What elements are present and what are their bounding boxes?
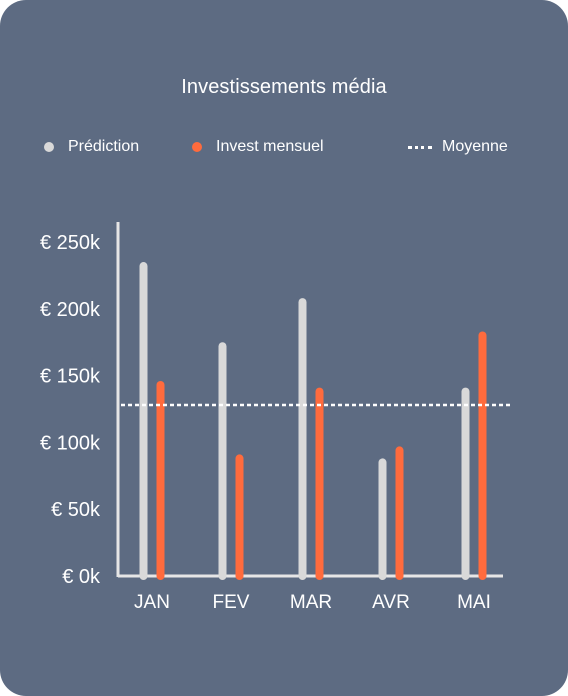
legend-dot-prediction [44, 142, 54, 152]
x-tick-label: FEV [213, 592, 250, 613]
bar-prediction [298, 298, 307, 580]
bar-invest [395, 446, 404, 580]
legend-label-invest: Invest mensuel [216, 138, 324, 155]
legend-item-average: Moyenne [408, 137, 508, 157]
chart-title: Investissements média [181, 76, 387, 98]
x-tick-label: AVR [372, 592, 410, 613]
bar-invest [315, 387, 324, 580]
bar-invest [478, 331, 487, 580]
x-tick-label: MAR [290, 592, 332, 613]
legend-dash-average [408, 145, 432, 149]
bar-prediction [461, 387, 470, 580]
y-tick-label: € 150k [40, 366, 101, 388]
bar-prediction [218, 342, 227, 580]
y-tick-label: € 100k [40, 432, 101, 454]
y-tick-label: € 200k [40, 299, 101, 321]
legend-label-prediction: Prédiction [68, 138, 140, 155]
legend-label-average: Moyenne [442, 138, 508, 155]
legend-item-prediction: Prédiction [44, 137, 139, 157]
x-tick-label: MAI [457, 592, 491, 613]
legend-item-invest: Invest mensuel [192, 137, 324, 157]
legend-dot-invest [192, 142, 202, 152]
y-tick-label: € 0k [62, 566, 101, 588]
bar-invest [156, 380, 165, 580]
y-tick-label: € 250k [40, 232, 101, 254]
bar-prediction [378, 458, 387, 580]
x-tick-label: JAN [134, 592, 170, 613]
y-tick-label: € 50k [51, 499, 101, 521]
bar-prediction [139, 262, 148, 580]
bar-invest [235, 454, 244, 580]
